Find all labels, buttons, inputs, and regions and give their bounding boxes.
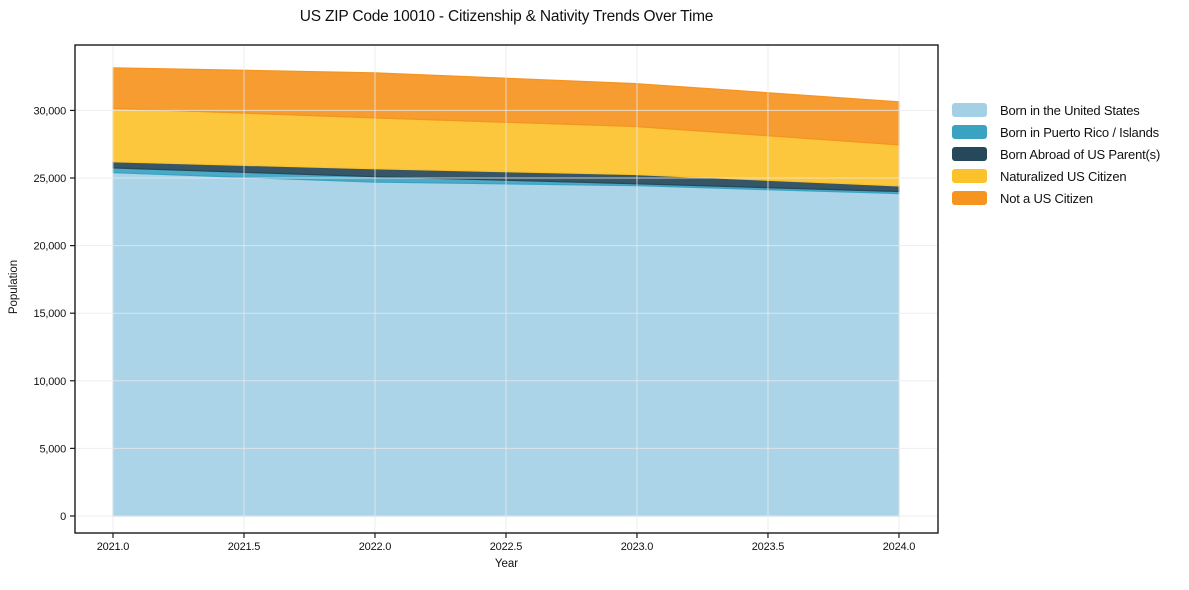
y-tick-label: 25,000 <box>34 173 67 185</box>
x-tick-label: 2021.0 <box>97 541 130 553</box>
y-axis-label: Population <box>8 259 20 315</box>
legend-label: Not a US Citizen <box>1000 190 1093 206</box>
legend-item: Not a US Citizen <box>952 190 1160 206</box>
y-tick-label: 10,000 <box>34 376 67 388</box>
legend-label: Born in the United States <box>1000 102 1140 118</box>
x-tick-label: 2024.0 <box>883 541 916 553</box>
legend: Born in the United States Born in Puerto … <box>952 102 1161 206</box>
legend-label: Born in Puerto Rico / Islands <box>1000 124 1159 140</box>
y-tick-label: 0 <box>60 511 66 523</box>
legend-item: Naturalized US Citizen <box>952 168 1160 184</box>
x-tick-label: 2022.0 <box>359 541 392 553</box>
legend-item: Born in Puerto Rico / Islands <box>952 124 1160 140</box>
chart-title: US ZIP Code 10010 - Citizenship & Nativi… <box>299 8 714 25</box>
y-tick-label: 30,000 <box>34 105 67 117</box>
y-tick-label: 15,000 <box>34 308 67 320</box>
x-tick-label: 2022.5 <box>490 541 523 553</box>
legend-swatch-icon <box>952 191 987 205</box>
legend-swatch-icon <box>952 147 987 161</box>
x-tick-label: 2023.5 <box>752 541 785 553</box>
legend-swatch-icon <box>952 169 987 183</box>
x-tick-label: 2021.5 <box>228 541 261 553</box>
legend-item: Born Abroad of US Parent(s) <box>952 146 1161 162</box>
y-tick-label: 20,000 <box>34 241 67 253</box>
y-tick-label: 5,000 <box>39 443 66 455</box>
x-tick-label: 2023.0 <box>621 541 654 553</box>
x-axis-label: Year <box>494 558 519 570</box>
legend-label: Born Abroad of US Parent(s) <box>1000 146 1161 162</box>
legend-swatch-icon <box>952 103 987 117</box>
legend-item: Born in the United States <box>952 102 1160 118</box>
legend-label: Naturalized US Citizen <box>1000 168 1127 184</box>
legend-swatch-icon <box>952 125 987 139</box>
